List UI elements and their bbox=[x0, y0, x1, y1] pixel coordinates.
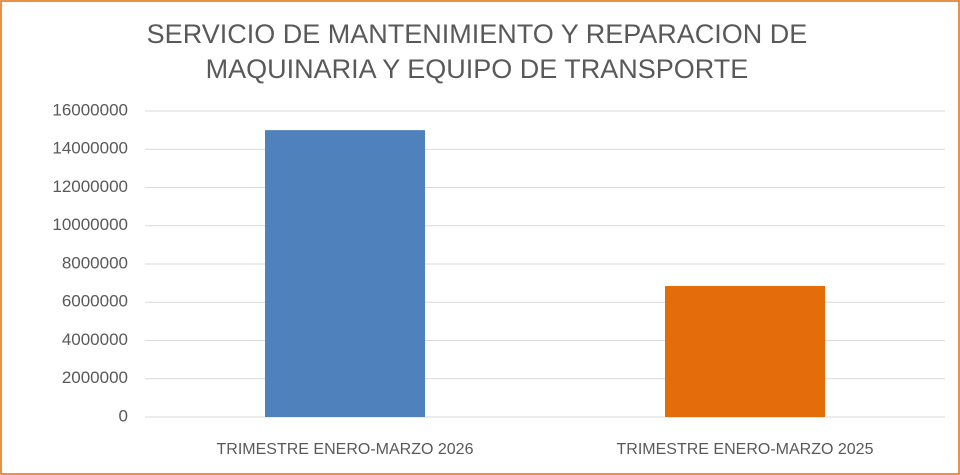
chart-title: MAQUINARIA Y EQUIPO DE TRANSPORTE bbox=[206, 54, 749, 84]
y-tick-label: 4000000 bbox=[62, 330, 128, 349]
y-tick-label: 2000000 bbox=[62, 368, 128, 387]
y-tick-label: 14000000 bbox=[52, 139, 128, 158]
y-tick-label: 0 bbox=[119, 406, 128, 425]
y-tick-label: 16000000 bbox=[52, 100, 128, 119]
bar bbox=[265, 130, 425, 417]
y-tick-label: 10000000 bbox=[52, 215, 128, 234]
y-tick-label: 8000000 bbox=[62, 253, 128, 272]
x-tick-label: TRIMESTRE ENERO-MARZO 2025 bbox=[617, 441, 874, 458]
x-tick-label: TRIMESTRE ENERO-MARZO 2026 bbox=[217, 441, 474, 458]
y-tick-label: 12000000 bbox=[52, 177, 128, 196]
bar bbox=[665, 285, 825, 417]
chart-title: SERVICIO DE MANTENIMIENTO Y REPARACION D… bbox=[147, 19, 808, 49]
y-tick-label: 6000000 bbox=[62, 292, 128, 311]
